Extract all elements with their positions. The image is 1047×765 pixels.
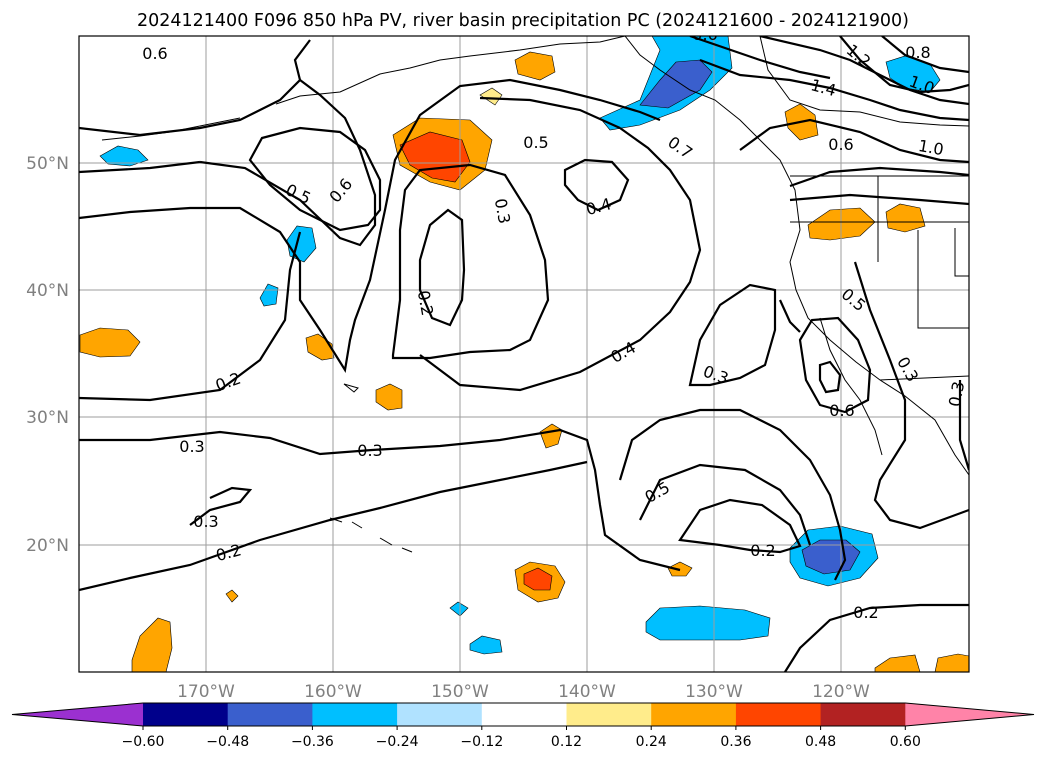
colorbar-bin: [481, 703, 567, 726]
contour-label: 0.5: [523, 133, 548, 152]
colorbar-extend-low: [12, 703, 143, 726]
colorbar-tick-label: −0.24: [376, 734, 419, 750]
contour-label: 0.8: [905, 43, 930, 62]
contour-label: 0.3: [179, 437, 204, 456]
contour-label: 0.6: [829, 401, 854, 420]
contour-label: 0.2: [853, 603, 878, 622]
map-panel: 0.6 0.5 0.6 0.5 0.7 0.6 0.4 0.3 0.2 0.2 …: [78, 25, 970, 673]
colorbar-tick-label: −0.48: [206, 734, 249, 750]
colorbar: −0.60 −0.48 −0.36 −0.24 −0.12 0.12 0.24 0.36 0.4…: [11, 702, 1035, 750]
contour-label: 0.2: [414, 289, 437, 317]
lat-label-40n: 40°N: [26, 281, 69, 301]
colorbar-bin: [143, 703, 229, 726]
contour-label: 0.6: [142, 44, 167, 63]
map-frame: [78, 35, 970, 673]
lat-label-30n: 30°N: [26, 408, 69, 428]
lat-labels: 50°N 40°N 30°N 20°N: [26, 154, 69, 556]
colorbar-tick-label: 0.12: [551, 734, 582, 750]
negative-anomaly-patches: [99, 36, 941, 655]
colorbar-bin: [735, 703, 822, 726]
contour-label: 1.0: [917, 136, 945, 159]
figure-title: 2024121400 F096 850 hPa PV, river basin …: [137, 11, 909, 31]
contour-label: 0.3: [491, 197, 514, 225]
lat-label-50n: 50°N: [26, 154, 69, 174]
colorbar-tick-label: 0.48: [805, 734, 836, 750]
colorbar-bin: [651, 703, 737, 726]
colorbar-bin: [312, 703, 398, 726]
lon-label-130w: 130°W: [685, 682, 743, 702]
contour-label: 0.3: [193, 512, 218, 531]
contour-label: 0.6: [692, 25, 717, 44]
colorbar-tick-label: 0.36: [720, 734, 751, 750]
colorbar-bin: [227, 703, 313, 726]
contour-label: 0.3: [945, 380, 968, 408]
colorbar-tick-label: −0.12: [460, 734, 503, 750]
lon-labels: 170°W 160°W 150°W 140°W 130°W 120°W: [177, 682, 870, 702]
contour-label: 0.6: [828, 135, 853, 154]
colorbar-bin: [566, 703, 652, 726]
pv-contours: [79, 36, 969, 672]
contour-label: 0.2: [750, 541, 775, 560]
colorbar-bin: [397, 703, 483, 726]
precip-shading: [79, 36, 969, 672]
colorbar-extend-high: [905, 703, 1034, 726]
colorbar-tick-label: −0.60: [122, 734, 165, 750]
colorbar-tick-label: 0.60: [890, 734, 921, 750]
contour-label: 0.3: [357, 441, 382, 460]
lat-label-20n: 20°N: [26, 536, 69, 556]
colorbar-tick-label: 0.24: [636, 734, 667, 750]
lon-label-150w: 150°W: [431, 682, 489, 702]
lon-label-170w: 170°W: [177, 682, 235, 702]
colorbar-tick-label: −0.36: [291, 734, 334, 750]
lon-label-140w: 140°W: [558, 682, 616, 702]
colorbar-bin: [820, 703, 906, 726]
gridlines: [79, 36, 969, 672]
lon-label-160w: 160°W: [304, 682, 362, 702]
lon-label-120w: 120°W: [812, 682, 870, 702]
coastlines: [101, 36, 969, 553]
